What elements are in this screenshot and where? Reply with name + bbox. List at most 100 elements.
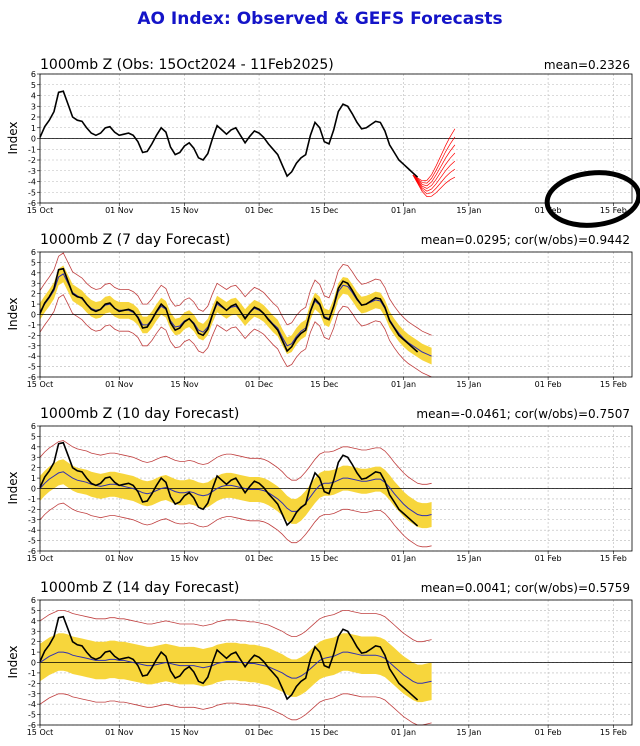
y-tick-label: 3 (31, 453, 36, 462)
x-tick-label: 01 Nov (105, 728, 134, 737)
forecast-10day-panel: 1000mb Z (10 day Forecast) mean=-0.0461;… (6, 406, 633, 563)
y-tick-label: 5 (31, 258, 36, 267)
y-tick-label: -5 (28, 363, 36, 372)
x-tick-label: 15 Jan (456, 380, 481, 389)
y-tick-label: 0 (31, 485, 36, 494)
x-tick-label: 01 Dec (245, 728, 273, 737)
y-tick-label: -6 (28, 721, 36, 730)
x-tick-label: 15 Jan (456, 554, 481, 563)
upper-envelope-line (39, 610, 432, 643)
lower-envelope-line (39, 693, 432, 726)
spread-band (40, 265, 432, 365)
y-tick-label: 3 (31, 627, 36, 636)
y-axis-label: Index (6, 121, 20, 154)
y-tick-label: 2 (31, 113, 36, 122)
y-tick-label: -3 (28, 342, 36, 351)
x-tick-label: 01 Feb (535, 554, 562, 563)
ensemble-mean-line (39, 651, 432, 684)
y-tick-label: -2 (28, 679, 36, 688)
y-tick-label: 1 (31, 474, 36, 483)
y-tick-label: -1 (28, 145, 36, 154)
x-tick-label: 15 Jan (456, 206, 481, 215)
observed-line (39, 267, 419, 353)
y-tick-label: 6 (31, 422, 36, 431)
spread-band (40, 459, 432, 529)
y-tick-label: 1 (31, 300, 36, 309)
x-tick-label: 01 Dec (245, 380, 273, 389)
y-tick-label: -4 (28, 178, 36, 187)
y-tick-label: -3 (28, 516, 36, 525)
y-tick-label: 2 (31, 290, 36, 299)
panel-stat: mean=0.2326 (544, 58, 630, 72)
y-tick-label: 6 (31, 70, 36, 79)
x-tick-label: 15 Feb (600, 380, 627, 389)
y-tick-label: -2 (28, 331, 36, 340)
y-tick-label: 0 (31, 311, 36, 320)
x-tick-label: 01 Feb (535, 728, 562, 737)
panel-stat: mean=0.0295; cor(w/obs)=0.9442 (421, 233, 630, 247)
observed-line (39, 90, 419, 178)
x-tick-label: 15 Dec (310, 554, 338, 563)
ensemble-member-line (412, 152, 456, 189)
x-tick-label: 15 Nov (170, 554, 199, 563)
y-tick-label: -2 (28, 505, 36, 514)
y-tick-label: -4 (28, 700, 36, 709)
y-tick-label: -5 (28, 537, 36, 546)
x-tick-label: 15 Feb (600, 206, 627, 215)
y-axis-label: Index (6, 471, 20, 504)
upper-envelope-line (39, 440, 432, 485)
y-tick-label: -4 (28, 352, 36, 361)
y-tick-label: 0 (31, 135, 36, 144)
y-tick-label: 5 (31, 606, 36, 615)
x-tick-label: 15 Feb (600, 554, 627, 563)
x-tick-label: 15 Dec (310, 380, 338, 389)
ensemble-mean-line (39, 471, 432, 517)
y-tick-label: -1 (28, 321, 36, 330)
x-tick-label: 01 Nov (105, 206, 134, 215)
x-tick-label: 01 Feb (535, 380, 562, 389)
upper-envelope-line (39, 252, 432, 336)
y-tick-label: -6 (28, 373, 36, 382)
ensemble-member-line (412, 144, 456, 187)
x-tick-label: 01 Dec (245, 206, 273, 215)
x-tick-label: 15 Oct (27, 380, 54, 389)
panel-stat: mean=-0.0461; cor(w/obs)=0.7507 (416, 407, 630, 421)
lower-envelope-line (39, 502, 432, 548)
spread-band (40, 633, 432, 703)
x-tick-label: 01 Dec (245, 554, 273, 563)
forecast-7day-panel: 1000mb Z (7 day Forecast) mean=0.0295; c… (6, 232, 633, 389)
ensemble-member-line (412, 174, 456, 197)
x-tick-label: 15 Oct (27, 206, 54, 215)
x-tick-label: 15 Jan (456, 728, 481, 737)
x-tick-label: 15 Dec (310, 206, 338, 215)
y-tick-label: 5 (31, 81, 36, 90)
panel-title: 1000mb Z (10 day Forecast) (40, 406, 239, 422)
ensemble-member-line (412, 168, 456, 195)
y-tick-label: 5 (31, 432, 36, 441)
y-tick-label: 4 (31, 443, 36, 452)
y-tick-label: -1 (28, 669, 36, 678)
y-tick-label: 2 (31, 464, 36, 473)
y-tick-label: -6 (28, 199, 36, 208)
annotation-circle (544, 170, 640, 228)
ensemble-member-line (412, 136, 456, 184)
x-tick-label: 15 Nov (170, 380, 199, 389)
y-axis-label: Index (6, 297, 20, 330)
x-tick-label: 15 Oct (27, 728, 54, 737)
y-tick-label: 4 (31, 617, 36, 626)
y-tick-label: 6 (31, 596, 36, 605)
ensemble-member-line (412, 128, 456, 182)
y-tick-label: -3 (28, 167, 36, 176)
x-tick-label: 01 Nov (105, 554, 134, 563)
page-title: AO Index: Observed & GEFS Forecasts (137, 9, 503, 29)
y-tick-label: -5 (28, 188, 36, 197)
observed-panel: 1000mb Z (Obs: 15Oct2024 - 11Feb2025) me… (6, 57, 640, 228)
y-tick-label: 1 (31, 124, 36, 133)
y-tick-label: 0 (31, 659, 36, 668)
panel-title: 1000mb Z (14 day Forecast) (40, 580, 239, 596)
x-tick-label: 01 Jan (391, 728, 416, 737)
x-tick-label: 01 Jan (391, 206, 416, 215)
